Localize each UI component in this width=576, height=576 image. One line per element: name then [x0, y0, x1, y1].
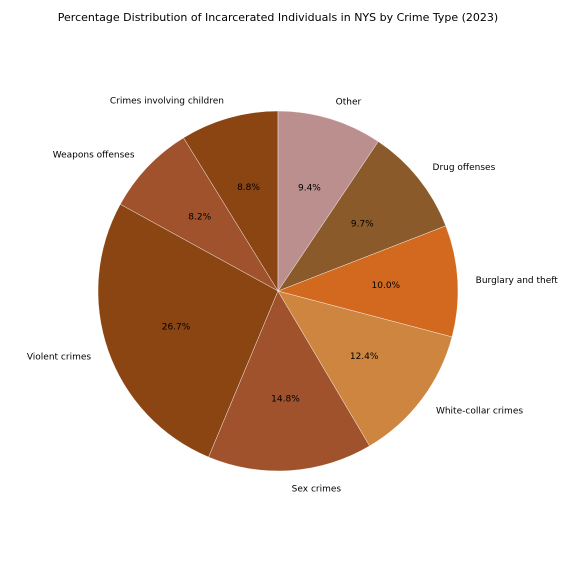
pie-category-label-white-collar-crimes: White-collar crimes: [436, 406, 523, 416]
pie-slice-burglary-and-theft: [277, 225, 459, 338]
pie-percentage-labels: 8.8% 8.2% 26.7% 14.8% 12.4% 10.0% 9.7% 9.4%: [162, 183, 401, 405]
pie-pct-label-burglary-and-theft: 10.0%: [372, 281, 401, 291]
pie-slice-drug-offenses: [277, 141, 447, 292]
pie-pct-label-white-collar-crimes: 12.4%: [350, 352, 379, 362]
pie-slices: [97, 110, 459, 472]
pie-slice-weapons-offenses: [119, 137, 279, 292]
pie-category-labels: Crimes involving children Weapons offense…: [27, 97, 558, 495]
pie-slice-crimes-involving-children: [183, 110, 279, 292]
pie-category-label-weapons-offenses: Weapons offenses: [53, 151, 135, 161]
pie-slice-sex-crimes: [208, 290, 370, 472]
pie-category-label-crimes-involving-children: Crimes involving children: [110, 97, 224, 107]
pie-pct-label-sex-crimes: 14.8%: [271, 395, 300, 405]
pie-category-label-sex-crimes: Sex crimes: [292, 485, 342, 495]
pie-category-label-burglary-and-theft: Burglary and theft: [476, 276, 559, 286]
pie-pct-label-violent-crimes: 26.7%: [162, 323, 191, 333]
pie-category-label-other: Other: [336, 98, 362, 108]
pie-category-label-violent-crimes: Violent crimes: [27, 352, 92, 362]
pie-slice-white-collar-crimes: [277, 290, 453, 447]
pie-slice-other: [277, 110, 379, 292]
chart-title: Percentage Distribution of Incarcerated …: [58, 11, 498, 24]
pie-pct-label-drug-offenses: 9.7%: [351, 219, 374, 229]
pie-pct-label-weapons-offenses: 8.2%: [188, 213, 211, 223]
pie-pct-label-other: 9.4%: [298, 184, 321, 194]
pie-slice-violent-crimes: [97, 204, 279, 458]
pie-category-label-drug-offenses: Drug offenses: [433, 163, 496, 173]
pie-pct-label-crimes-involving-children: 8.8%: [237, 183, 260, 193]
